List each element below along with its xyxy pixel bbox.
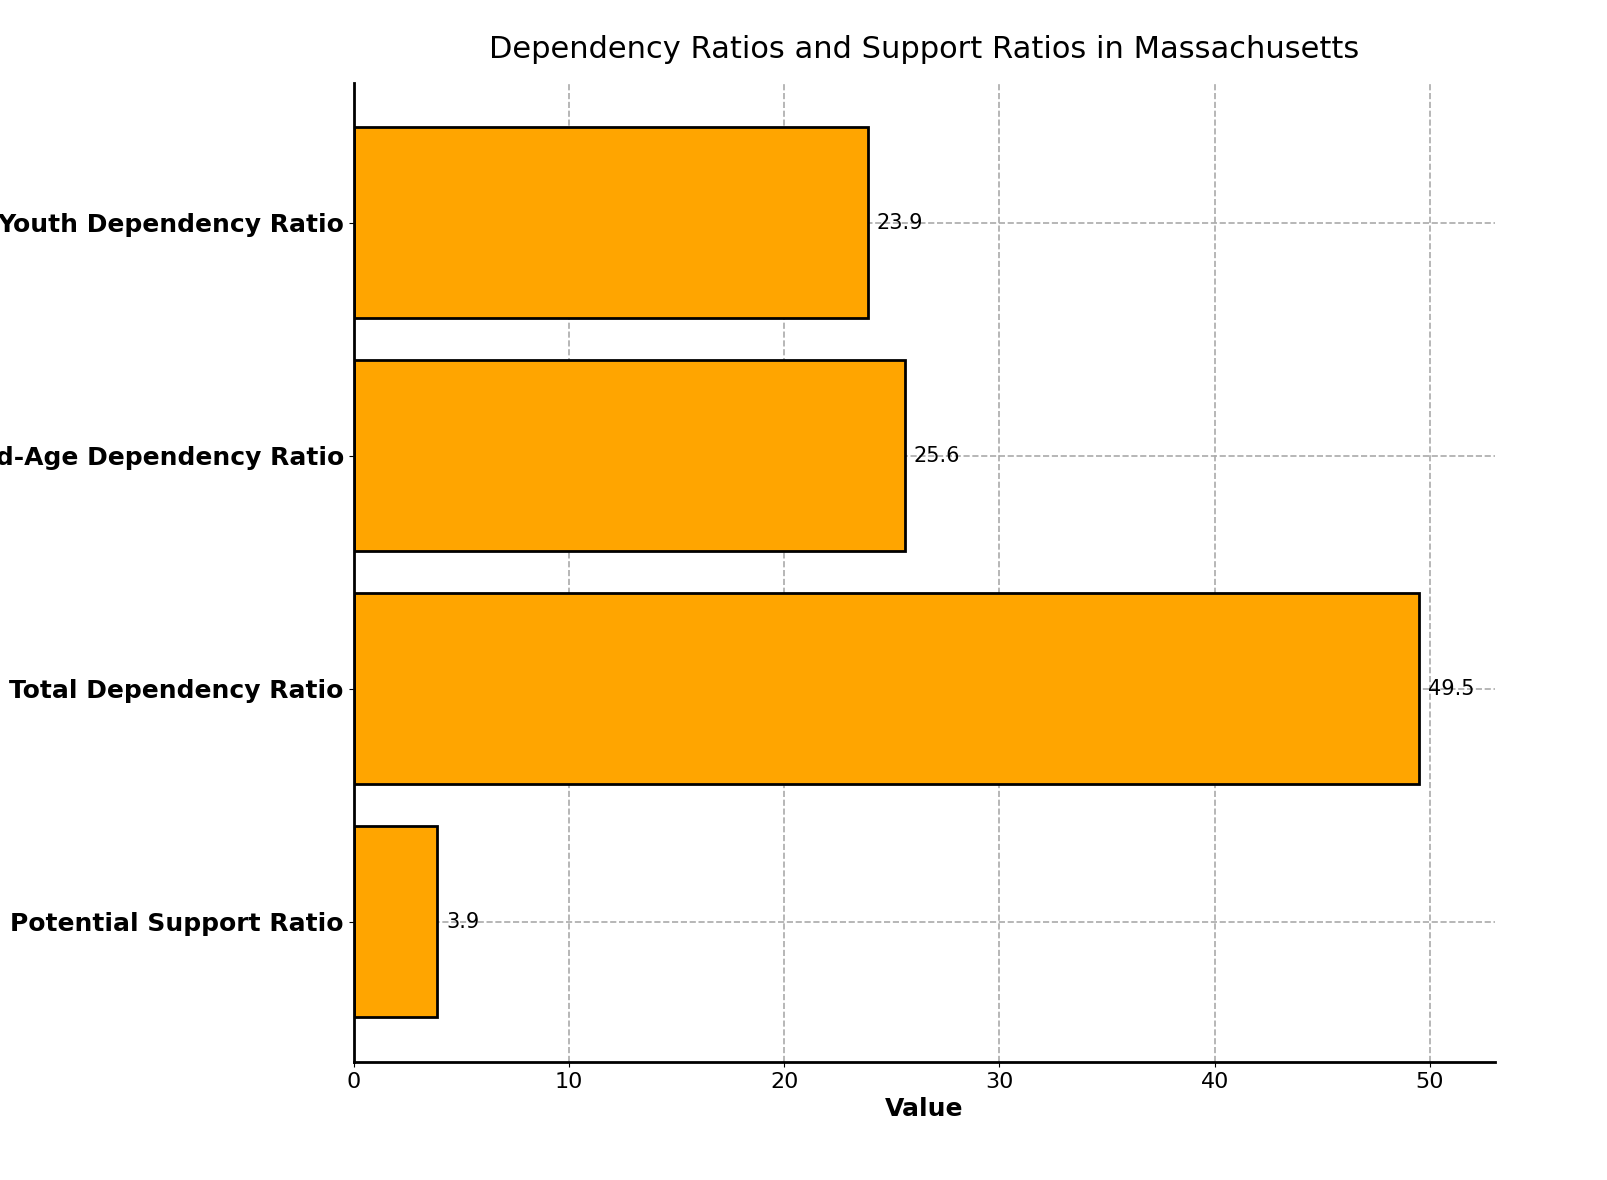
- Bar: [354, 360, 905, 551]
- X-axis label: Value: Value: [885, 1097, 963, 1121]
- Bar: [354, 826, 437, 1017]
- Text: 23.9: 23.9: [877, 212, 922, 232]
- Text: 49.5: 49.5: [1427, 678, 1474, 699]
- Text: 3.9: 3.9: [447, 912, 479, 932]
- Text: 25.6: 25.6: [913, 446, 959, 466]
- Title: Dependency Ratios and Support Ratios in Massachusetts: Dependency Ratios and Support Ratios in …: [489, 34, 1360, 64]
- Bar: [354, 127, 868, 319]
- Bar: [354, 594, 1419, 785]
